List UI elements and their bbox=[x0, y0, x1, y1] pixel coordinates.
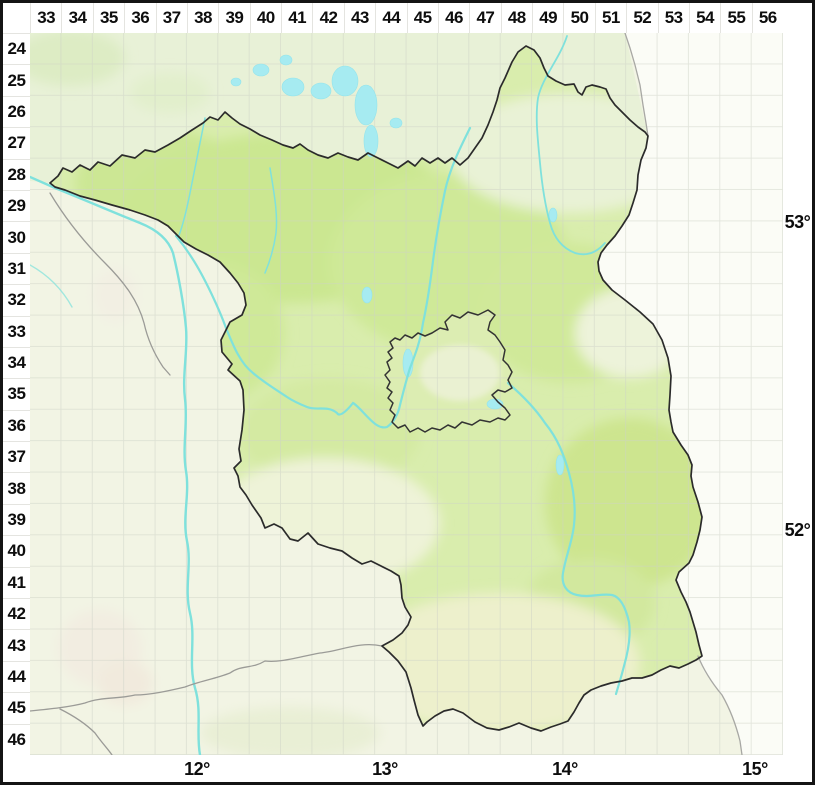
grid-row-label-25: 25 bbox=[3, 64, 30, 95]
longitude-strip bbox=[3, 755, 812, 782]
river-neisse-national-border bbox=[697, 655, 743, 755]
river-oder-national-border bbox=[624, 33, 649, 137]
grid-row-label-41: 41 bbox=[3, 566, 30, 598]
river-rhin bbox=[264, 167, 278, 274]
grid-row-label-43: 43 bbox=[3, 629, 30, 660]
latitude-strip bbox=[783, 33, 812, 755]
longitude-label-12: 12° bbox=[184, 758, 210, 779]
grid-column-label-42: 42 bbox=[312, 3, 343, 33]
map-canvas[interactable] bbox=[30, 33, 783, 755]
grid-column-label-44: 44 bbox=[375, 3, 406, 33]
grid-row-label-36: 36 bbox=[3, 409, 30, 441]
grid-column-label-45: 45 bbox=[406, 3, 438, 33]
river-ucker bbox=[535, 35, 606, 256]
latitude-label-52: 52° bbox=[784, 519, 811, 540]
grid-row-label-24: 24 bbox=[3, 33, 30, 64]
grid-row-label-31: 31 bbox=[3, 252, 30, 284]
grid-column-label-39: 39 bbox=[218, 3, 249, 33]
grid-row-label-37: 37 bbox=[3, 441, 30, 472]
row-header-strip bbox=[3, 33, 30, 755]
grid-column-label-34: 34 bbox=[61, 3, 92, 33]
river-havel bbox=[174, 126, 472, 429]
grid-column-label-48: 48 bbox=[500, 3, 532, 33]
brandenburg-border bbox=[49, 45, 703, 732]
grid-column-label-52: 52 bbox=[626, 3, 657, 33]
river-elbe bbox=[30, 175, 202, 755]
river-spree bbox=[506, 381, 631, 696]
grid-row-label-40: 40 bbox=[3, 535, 30, 566]
grid-row-label-28: 28 bbox=[3, 158, 30, 190]
grid-row-label-32: 32 bbox=[3, 284, 30, 315]
grid-row-label-26: 26 bbox=[3, 95, 30, 127]
grid-column-label-33: 33 bbox=[30, 3, 61, 33]
grid-row-label-33: 33 bbox=[3, 315, 30, 347]
latitude-label-53: 53° bbox=[784, 211, 811, 232]
grid-column-label-54: 54 bbox=[688, 3, 720, 33]
berlin-border bbox=[384, 309, 513, 433]
grid-column-label-50: 50 bbox=[563, 3, 594, 33]
rivers bbox=[30, 35, 631, 755]
grid-row-label-30: 30 bbox=[3, 221, 30, 252]
grid-column-label-51: 51 bbox=[594, 3, 626, 33]
grid-column-label-56: 56 bbox=[751, 3, 783, 33]
grid-column-label-55: 55 bbox=[720, 3, 751, 33]
longitude-label-13: 13° bbox=[372, 758, 398, 779]
grid-column-label-43: 43 bbox=[343, 3, 375, 33]
grid-column-label-46: 46 bbox=[437, 3, 469, 33]
mtb-grid-lines bbox=[30, 33, 783, 755]
grid-column-label-47: 47 bbox=[469, 3, 500, 33]
grid-row-label-34: 34 bbox=[3, 346, 30, 378]
grid-column-label-49: 49 bbox=[532, 3, 563, 33]
admin-borders bbox=[30, 33, 743, 755]
grid-row-label-29: 29 bbox=[3, 189, 30, 221]
grid-row-label-42: 42 bbox=[3, 598, 30, 629]
grid-column-label-37: 37 bbox=[155, 3, 187, 33]
grid-row-label-35: 35 bbox=[3, 378, 30, 409]
river-dosse bbox=[177, 117, 206, 239]
grid-column-label-35: 35 bbox=[92, 3, 124, 33]
river-west-small bbox=[30, 264, 73, 308]
grid-row-label-39: 39 bbox=[3, 503, 30, 535]
longitude-label-15: 15° bbox=[742, 758, 768, 779]
grid-row-label-38: 38 bbox=[3, 472, 30, 503]
longitude-label-14: 14° bbox=[552, 758, 578, 779]
grid-row-label-45: 45 bbox=[3, 692, 30, 723]
grid-column-label-53: 53 bbox=[657, 3, 689, 33]
grid-column-label-40: 40 bbox=[249, 3, 281, 33]
grid-column-label-38: 38 bbox=[186, 3, 218, 33]
grid-row-label-27: 27 bbox=[3, 127, 30, 158]
lakes bbox=[230, 54, 565, 476]
grid-column-label-41: 41 bbox=[281, 3, 312, 33]
grid-column-label-36: 36 bbox=[124, 3, 155, 33]
grid-row-label-44: 44 bbox=[3, 660, 30, 692]
grid-row-label-46: 46 bbox=[3, 723, 30, 755]
